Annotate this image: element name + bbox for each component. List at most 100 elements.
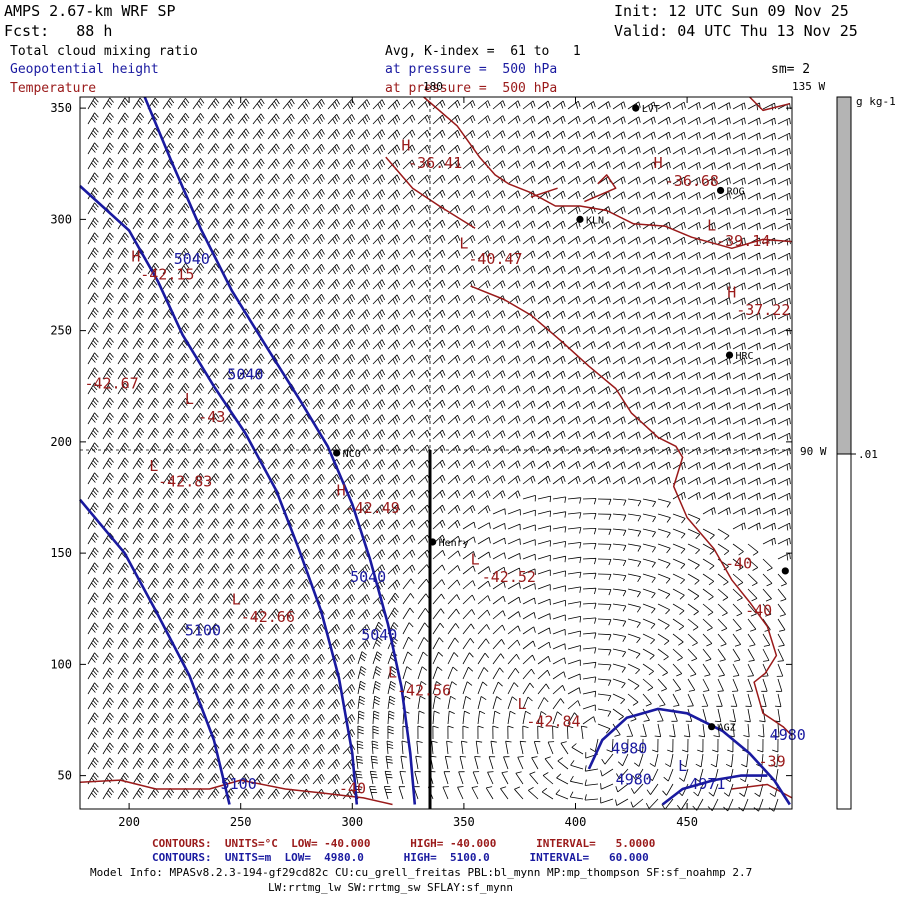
wind-barb: [537, 160, 551, 170]
wind-barb: [252, 518, 265, 530]
wind-barb: [657, 543, 671, 554]
wind-barb: [387, 324, 401, 335]
wind-barb: [312, 203, 325, 215]
wind-barb: [117, 352, 129, 365]
wind-barb: [252, 293, 265, 305]
wind-barb: [252, 758, 265, 770]
wind-barb: [267, 113, 280, 125]
wind-barb: [162, 472, 175, 485]
wind-barb: [477, 235, 491, 245]
wind-barb: [507, 100, 521, 110]
wind-barb: [627, 446, 641, 455]
wind-barb: [252, 458, 265, 470]
wind-barb: [162, 397, 175, 410]
wind-barb: [642, 341, 656, 350]
wind-barb: [702, 528, 715, 540]
wind-barb: [87, 592, 99, 605]
wind-barb: [612, 446, 626, 455]
wind-barb: [402, 369, 416, 380]
wind-barb: [582, 341, 596, 350]
wind-barb: [102, 427, 114, 440]
wind-barb: [342, 234, 356, 245]
wind-barb: [417, 608, 430, 620]
wind-barb: [717, 372, 731, 381]
wind-barb: [687, 266, 701, 275]
wind-barb: [222, 323, 235, 335]
wind-barb: [192, 488, 205, 500]
wind-barb: [657, 618, 670, 630]
wind-barb: [687, 296, 701, 305]
wind-barb: [657, 528, 671, 538]
wind-barb: [597, 371, 611, 380]
y-tick-label: 350: [50, 101, 72, 115]
wind-barb: [237, 698, 250, 710]
wind-barb: [297, 743, 310, 755]
wind-barb: [327, 444, 340, 455]
wind-barb: [702, 417, 716, 425]
wind-barb: [642, 131, 656, 140]
wind-barb: [177, 203, 190, 215]
wind-barb: [612, 251, 626, 260]
wind-barb: [701, 693, 709, 707]
wind-barb: [447, 219, 461, 230]
wind-barb: [267, 458, 280, 470]
wind-barb: [477, 130, 491, 140]
wind-barb: [777, 507, 791, 516]
wind-barb: [237, 488, 250, 500]
wind-barb: [147, 517, 160, 530]
wind-barb: [282, 173, 295, 185]
temperature-contour: [423, 96, 793, 250]
wind-barb: [252, 593, 265, 605]
wind-barb: [717, 237, 731, 246]
wind-barb: [297, 653, 310, 665]
wind-barb: [297, 368, 310, 380]
wind-barb: [267, 233, 280, 245]
wind-barb: [357, 429, 371, 440]
wind-barb: [432, 608, 445, 620]
wind-barb: [207, 668, 220, 680]
wind-barb: [687, 558, 700, 570]
wind-barb: [567, 430, 581, 440]
wind-barb: [732, 162, 746, 171]
wind-barb: [612, 476, 626, 485]
wind-barb: [627, 498, 642, 507]
wind-barb: [252, 773, 265, 785]
wind-barb: [672, 528, 686, 539]
wind-barb: [447, 234, 461, 245]
wind-barb: [687, 206, 701, 215]
temperature-label: -42.52: [482, 568, 536, 586]
wind-barb: [147, 352, 160, 365]
wind-barb: [642, 693, 652, 707]
wind-barb: [177, 368, 190, 380]
wind-barb: [383, 786, 393, 800]
wind-barb: [267, 608, 280, 620]
wind-barb: [747, 342, 761, 351]
wind-barb: [192, 698, 205, 710]
wind-barb: [654, 723, 662, 738]
wind-barb: [633, 753, 644, 767]
wind-barb: [237, 713, 250, 725]
wind-barb: [732, 447, 746, 456]
wind-barb: [342, 744, 356, 755]
wind-barb: [267, 638, 280, 650]
wind-barb: [282, 278, 295, 290]
wind-barb: [252, 623, 265, 635]
wind-barb: [627, 161, 641, 170]
wind-barb: [612, 191, 626, 200]
wind-barb: [762, 648, 770, 662]
wind-barb: [237, 683, 250, 695]
wind-barb: [732, 237, 746, 246]
wind-barb: [747, 357, 761, 366]
wind-barb: [400, 755, 407, 770]
wind-barb: [356, 740, 364, 755]
wind-barb: [552, 570, 566, 577]
wind-barb: [357, 609, 371, 620]
wind-barb: [297, 443, 310, 455]
wind-barb: [582, 386, 596, 395]
wind-barb: [87, 607, 99, 620]
wind-barb: [387, 354, 401, 365]
wind-barb: [582, 281, 596, 290]
wind-barb: [297, 683, 310, 695]
wind-barb: [462, 265, 476, 275]
wind-barb: [132, 502, 145, 515]
